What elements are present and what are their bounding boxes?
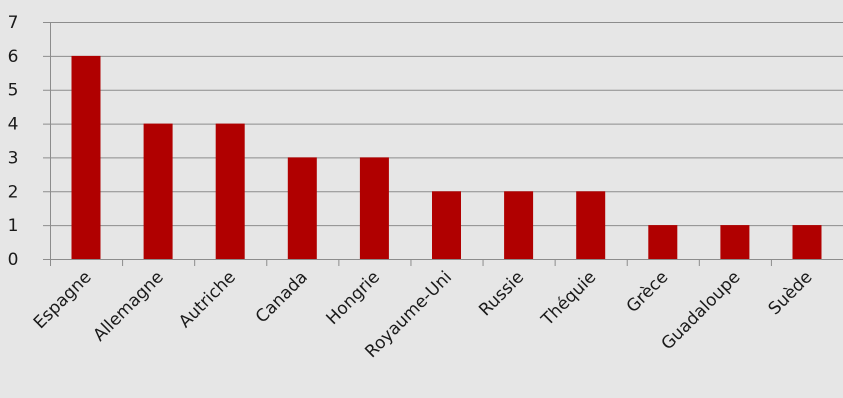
- x-tick-label: Espagne: [30, 267, 96, 333]
- y-tick-label: 5: [8, 81, 19, 101]
- y-tick-label: 7: [8, 13, 19, 33]
- bar-grèce: [648, 225, 678, 259]
- axes: [43, 22, 843, 266]
- bar-théquie: [576, 191, 606, 259]
- x-tick-label: Russie: [475, 267, 528, 320]
- x-tick-label: Hongrie: [322, 267, 383, 328]
- y-tick-label: 6: [8, 47, 19, 67]
- gridlines: [43, 22, 843, 227]
- bar-canada: [287, 157, 317, 259]
- y-tick-label: 4: [8, 115, 19, 135]
- bar-guadaloupe: [720, 225, 750, 259]
- y-tick-label: 2: [8, 182, 19, 202]
- x-tick-label: Grèce: [623, 267, 673, 317]
- bar-royaume-uni: [432, 191, 461, 259]
- y-tick-label: 0: [8, 250, 19, 270]
- x-tick-label: Suède: [765, 267, 817, 319]
- x-tick-label: Allemagne: [90, 267, 168, 345]
- y-tick-label: 3: [8, 148, 19, 168]
- bar-suède: [792, 225, 822, 259]
- bars: [71, 55, 822, 260]
- bar-allemagne: [143, 123, 173, 259]
- x-tick-label: Canada: [252, 267, 312, 327]
- bar-autriche: [215, 123, 245, 259]
- x-tick-label: Autriche: [175, 267, 240, 332]
- bar-espagne: [71, 55, 101, 260]
- y-axis-tick-labels: 0 1 2 3 4 5 6 7: [8, 13, 19, 270]
- bar-hongrie: [359, 157, 389, 259]
- bar-russie: [504, 191, 534, 259]
- y-tick-label: 1: [8, 216, 19, 236]
- x-tick-label: Théquie: [537, 267, 600, 330]
